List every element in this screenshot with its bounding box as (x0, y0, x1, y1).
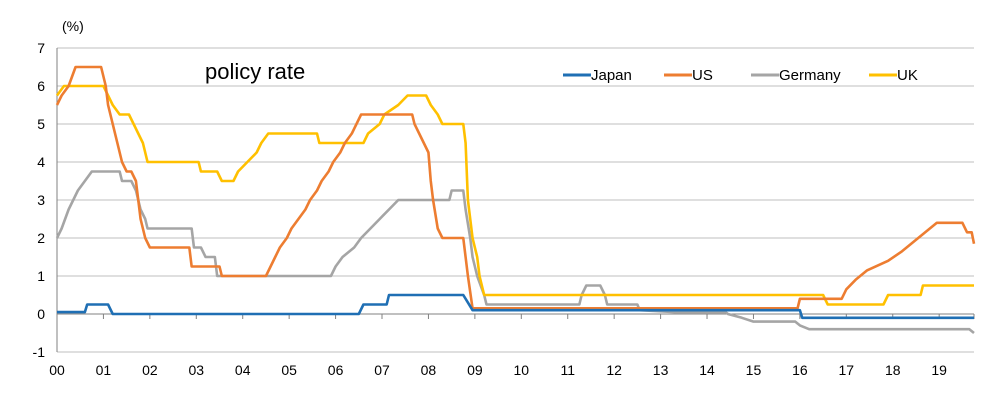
x-tick-label: 06 (328, 362, 344, 378)
y-tick-label: -1 (33, 344, 46, 360)
y-unit-label: (%) (62, 18, 84, 34)
series-line-us (55, 65, 976, 310)
series-line-japan (57, 293, 974, 320)
legend: Japan US Germany UK (563, 67, 918, 84)
legend-label-uk: UK (897, 67, 918, 84)
y-tick-label: 5 (37, 116, 45, 132)
x-tick-label: 17 (839, 362, 855, 378)
x-tick-label: 19 (931, 362, 947, 378)
chart-title: policy rate (205, 59, 305, 84)
y-tick-label: 7 (37, 40, 45, 56)
x-tick-label: 08 (421, 362, 437, 378)
x-tick-label: 02 (142, 362, 158, 378)
x-tick-label: 03 (189, 362, 205, 378)
legend-label-japan: Japan (591, 67, 632, 84)
series-lines (55, 65, 976, 335)
y-tick-label: 6 (37, 78, 45, 94)
chart-text: (%) policy rate (62, 18, 305, 84)
x-tick-label: 18 (885, 362, 901, 378)
y-tick-label: 1 (37, 268, 45, 284)
y-tick-label: 2 (37, 230, 45, 246)
x-tick-label: 15 (746, 362, 762, 378)
x-tick-label: 14 (699, 362, 715, 378)
x-tick-label: 05 (281, 362, 297, 378)
x-tick-label: 04 (235, 362, 251, 378)
x-tick-label: 07 (374, 362, 390, 378)
x-tick-label: 12 (606, 362, 622, 378)
x-tick-label: 09 (467, 362, 483, 378)
legend-label-germany: Germany (779, 67, 841, 84)
x-tick-label: 13 (653, 362, 669, 378)
series-line-uk (55, 84, 974, 306)
x-tick-label: 01 (96, 362, 112, 378)
y-tick-label: 3 (37, 192, 45, 208)
x-tick-label: 00 (49, 362, 65, 378)
y-tick-label: 0 (37, 306, 45, 322)
gridlines (57, 47, 974, 353)
x-tick-label: 10 (514, 362, 530, 378)
x-tick-label: 16 (792, 362, 808, 378)
x-tick-label: 11 (560, 362, 575, 378)
y-tick-label: 4 (37, 154, 45, 170)
legend-label-us: US (692, 67, 713, 84)
